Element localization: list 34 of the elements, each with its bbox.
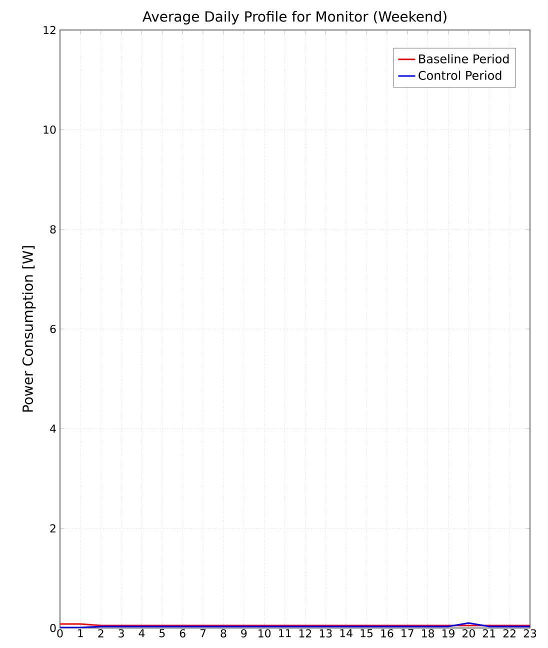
x-tick-label: 14 xyxy=(340,629,352,638)
x-tick-label: 10 xyxy=(258,629,271,638)
x-tick-label: 20 xyxy=(462,629,475,638)
x-tick-label: 23 xyxy=(524,629,536,638)
y-tick-label: 12 xyxy=(44,26,56,34)
x-tick-label: 12 xyxy=(299,629,312,638)
x-tick-label: 15 xyxy=(360,629,373,638)
x-tick-label: 21 xyxy=(482,629,496,638)
x-tick-label: 18 xyxy=(422,629,434,638)
x-tick-label: 13 xyxy=(320,629,332,638)
y-axis-title: Power Consumption [W] xyxy=(22,246,36,412)
y-tick-label: 2 xyxy=(50,524,56,532)
chart-title: Average Daily Profile for Monitor (Weekend) xyxy=(142,10,446,24)
y-tick-label: 6 xyxy=(50,324,56,334)
x-tick-label: 7 xyxy=(200,629,206,638)
y-tick-label: 4 xyxy=(50,424,56,433)
x-tick-label: 19 xyxy=(442,629,454,638)
x-tick-label: 3 xyxy=(118,629,124,638)
y-tick-label: 8 xyxy=(50,225,56,234)
x-tick-label: 6 xyxy=(180,629,186,638)
x-tick-label: 22 xyxy=(503,629,516,638)
x-tick-label: 9 xyxy=(241,629,247,638)
x-tick-label: 1 xyxy=(78,629,83,638)
legend-label: Control Period xyxy=(418,70,502,80)
x-tick-label: 0 xyxy=(57,629,63,638)
x-tick-label: 5 xyxy=(160,629,165,638)
x-tick-label: 16 xyxy=(381,629,394,638)
y-tick-label: 10 xyxy=(44,126,56,134)
x-tick-label: 8 xyxy=(220,629,226,638)
x-tick-label: 2 xyxy=(98,629,104,638)
x-tick-label: 4 xyxy=(138,629,145,638)
x-tick-label: 17 xyxy=(402,629,414,638)
x-tick-label: 11 xyxy=(279,629,291,638)
legend-label: Baseline Period xyxy=(419,54,509,64)
